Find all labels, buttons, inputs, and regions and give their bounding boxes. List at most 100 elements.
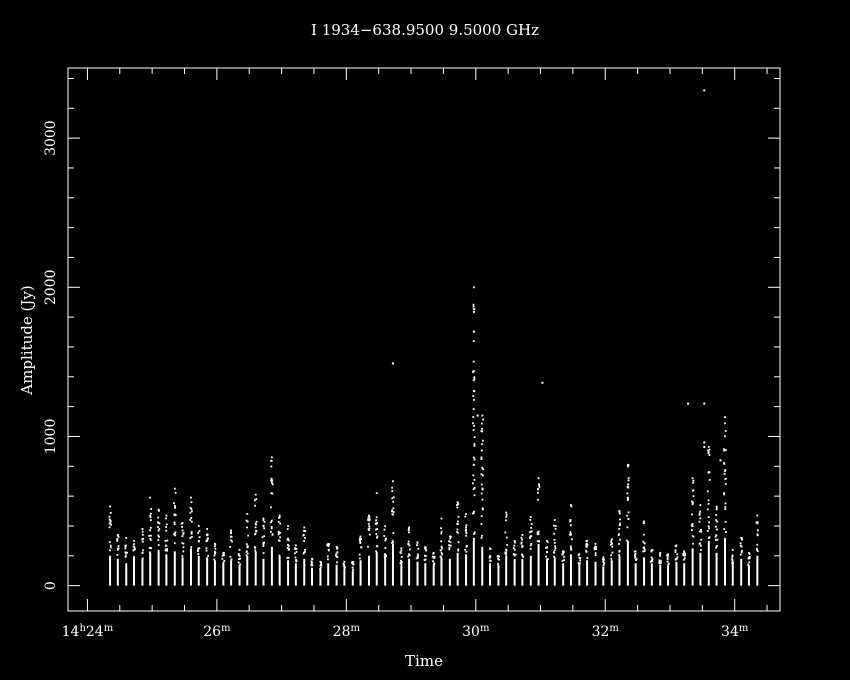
integration-5 — [148, 496, 153, 586]
data-point — [343, 567, 346, 570]
data-point — [530, 535, 533, 537]
data-point — [707, 499, 710, 502]
data-point — [368, 525, 371, 528]
data-point — [456, 506, 459, 509]
max-point — [643, 520, 645, 523]
data-point — [109, 512, 112, 514]
data-point — [683, 557, 686, 560]
max-point — [626, 463, 629, 466]
data-point — [441, 547, 444, 550]
data-point — [473, 390, 476, 393]
data-point — [181, 529, 184, 532]
max-point — [618, 510, 621, 512]
data-point — [133, 543, 135, 546]
integration-31 — [358, 535, 363, 586]
data-point — [277, 533, 280, 536]
data-point — [740, 538, 743, 541]
integration-38 — [415, 541, 420, 586]
data-point — [213, 558, 216, 561]
data-point — [642, 540, 645, 543]
data-point — [659, 554, 661, 557]
data-point — [246, 545, 249, 548]
data-point — [731, 555, 734, 558]
y-tick-label-0: 0 — [43, 581, 59, 590]
data-point — [626, 492, 629, 495]
max-point — [634, 550, 637, 553]
data-point — [302, 533, 305, 536]
data-point — [465, 545, 468, 548]
data-point — [117, 535, 120, 538]
data-point — [270, 526, 273, 528]
data-point — [287, 556, 290, 559]
data-point — [457, 549, 460, 552]
data-point — [408, 544, 411, 547]
data-point — [724, 422, 726, 425]
data-point — [367, 522, 370, 525]
data-point — [383, 535, 386, 537]
integration-3 — [132, 539, 136, 586]
integration-9 — [180, 522, 185, 586]
max-point — [472, 286, 475, 289]
data-point — [457, 541, 460, 544]
data-point — [157, 516, 160, 519]
data-point — [221, 554, 224, 557]
data-point — [755, 547, 758, 550]
data-point — [562, 552, 564, 555]
data-point — [245, 550, 248, 553]
data-point — [368, 529, 370, 532]
data-point — [261, 536, 264, 539]
max-point — [578, 553, 581, 556]
max-point — [133, 539, 135, 542]
data-point — [748, 561, 751, 564]
max-point — [116, 534, 119, 536]
data-point — [674, 551, 677, 554]
data-point — [456, 528, 459, 531]
data-point — [457, 531, 459, 534]
data-point — [505, 553, 508, 556]
data-point — [627, 518, 630, 520]
data-point — [464, 515, 467, 518]
data-point — [165, 523, 168, 526]
data-point — [505, 536, 508, 539]
data-point — [359, 538, 362, 541]
outlier-point-0 — [703, 89, 706, 92]
data-point — [214, 550, 216, 553]
max-point — [505, 511, 508, 514]
data-point — [189, 537, 192, 540]
data-point — [667, 563, 670, 566]
integration-67 — [649, 548, 654, 586]
integration-72 — [690, 477, 695, 586]
data-point — [190, 508, 193, 510]
data-point — [724, 506, 727, 508]
y-tick-label-3: 3000 — [43, 120, 59, 156]
data-point — [449, 541, 452, 544]
data-point — [303, 529, 305, 532]
data-point — [756, 549, 758, 551]
axis-ticks — [68, 68, 780, 611]
data-point — [230, 535, 233, 538]
data-point — [472, 340, 475, 342]
data-point — [617, 534, 620, 537]
data-point — [715, 506, 718, 509]
data-point — [376, 522, 379, 524]
data-point — [358, 553, 361, 556]
data-point — [253, 533, 256, 536]
data-point — [538, 540, 541, 542]
data-point — [756, 521, 759, 524]
integration-61 — [601, 556, 606, 586]
integration-73 — [698, 504, 703, 586]
data-point — [706, 530, 709, 532]
data-point — [408, 528, 410, 530]
data-point — [626, 496, 629, 499]
data-point — [384, 547, 387, 549]
max-point — [683, 550, 686, 553]
data-point — [716, 528, 718, 531]
data-point — [375, 519, 378, 522]
integration-57 — [569, 504, 573, 586]
data-point — [367, 545, 369, 548]
max-point — [157, 508, 160, 511]
data-point — [739, 553, 742, 556]
data-point — [601, 558, 604, 561]
data-point — [724, 502, 727, 505]
data-point — [513, 558, 516, 561]
